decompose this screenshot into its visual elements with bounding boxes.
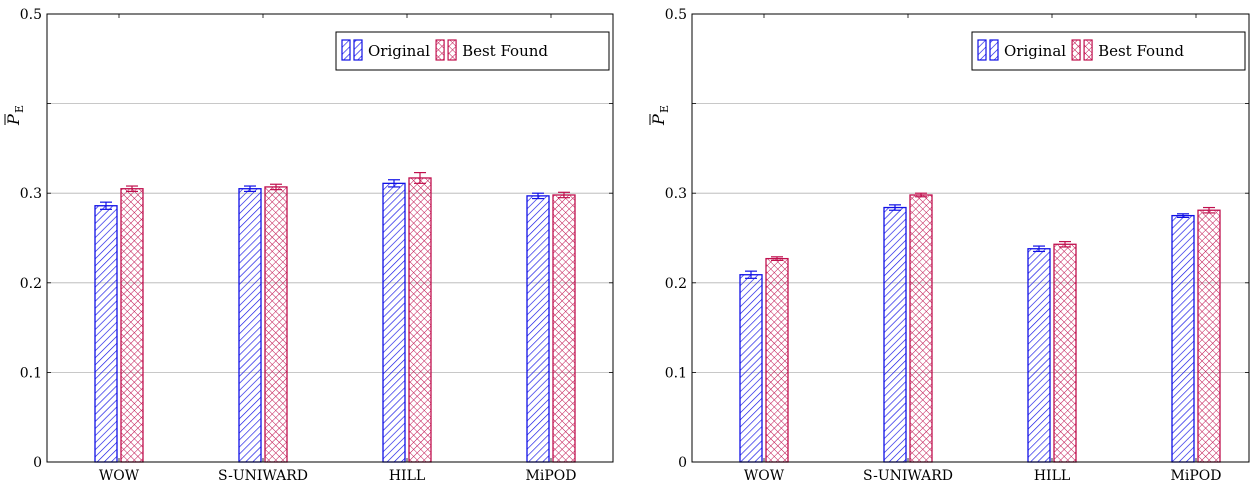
- legend-swatch-best-found: [435, 39, 445, 61]
- axes-frame: [46, 13, 614, 463]
- y-tick-label: 0.1: [665, 365, 687, 381]
- legend-swatch-original: [353, 39, 363, 61]
- y-tick-label: 0.2: [665, 276, 687, 292]
- bar-original: [883, 206, 907, 463]
- y-axis-label-text: P: [4, 114, 23, 126]
- legend-box: [335, 31, 610, 71]
- legend-label: Original: [1004, 42, 1066, 60]
- bar-original: [739, 274, 763, 463]
- bar-original: [1027, 248, 1051, 463]
- y-tick-label: 0.2: [20, 276, 42, 292]
- x-tick-label: HILL: [1034, 468, 1070, 484]
- x-tick-label: HILL: [389, 468, 425, 484]
- legend-swatch-best-found: [1071, 39, 1081, 61]
- y-axis-label: PE: [649, 105, 671, 126]
- y-tick-label: 0: [678, 455, 687, 471]
- bar-best-found: [552, 194, 576, 463]
- legend-swatch-original: [977, 39, 987, 61]
- bar-original: [94, 205, 118, 463]
- bar-best-found: [264, 186, 288, 463]
- y-tick-label: 0.5: [665, 7, 687, 23]
- legend: Original Best Found: [971, 31, 1246, 71]
- y-axis-label: PE: [4, 105, 26, 126]
- y-tick-label: 0.5: [20, 7, 42, 23]
- bar-original: [1171, 214, 1195, 463]
- y-tick-label: 0.3: [20, 186, 42, 202]
- bar-original: [382, 182, 406, 463]
- chart-panel-1: 0 0.1 0.2 0.3 0.5 WOW S-UNIWARD HILL MiPOD PE Orig…: [4, 7, 614, 484]
- axes-frame: [691, 13, 1250, 463]
- bar-best-found: [1053, 243, 1077, 463]
- bar-best-found: [765, 257, 789, 463]
- bar-best-found: [120, 188, 144, 463]
- legend-swatch-best-found: [447, 39, 457, 61]
- bar-best-found: [408, 177, 432, 463]
- y-axis-label-text: P: [649, 114, 668, 126]
- legend-label: Best Found: [462, 42, 548, 60]
- y-axis-label-subscript: E: [13, 105, 26, 113]
- y-tick-label: 0: [33, 455, 42, 471]
- y-tick-label: 0.1: [20, 365, 42, 381]
- chart-panel-2: 0 0.1 0.2 0.3 0.5 WOW S-UNIWARD HILL MiPOD PE Orig…: [649, 7, 1250, 484]
- legend-swatch-original: [341, 39, 351, 61]
- x-tick-label: S-UNIWARD: [863, 468, 953, 484]
- legend-box: [971, 31, 1246, 71]
- bar-original: [526, 195, 550, 463]
- x-tick-label: MiPOD: [526, 468, 577, 484]
- x-tick-label: WOW: [744, 468, 785, 484]
- legend-swatch-best-found: [1083, 39, 1093, 61]
- legend-label: Original: [368, 42, 430, 60]
- bar-original: [238, 188, 262, 463]
- legend-swatch-original: [989, 39, 999, 61]
- y-axis-label-subscript: E: [658, 105, 671, 113]
- bar-best-found: [909, 194, 933, 463]
- y-tick-label: 0.3: [665, 186, 687, 202]
- x-tick-label: S-UNIWARD: [218, 468, 308, 484]
- legend: Original Best Found: [335, 31, 610, 71]
- x-tick-label: MiPOD: [1171, 468, 1222, 484]
- bar-best-found: [1197, 209, 1221, 463]
- x-tick-label: WOW: [99, 468, 140, 484]
- legend-label: Best Found: [1098, 42, 1184, 60]
